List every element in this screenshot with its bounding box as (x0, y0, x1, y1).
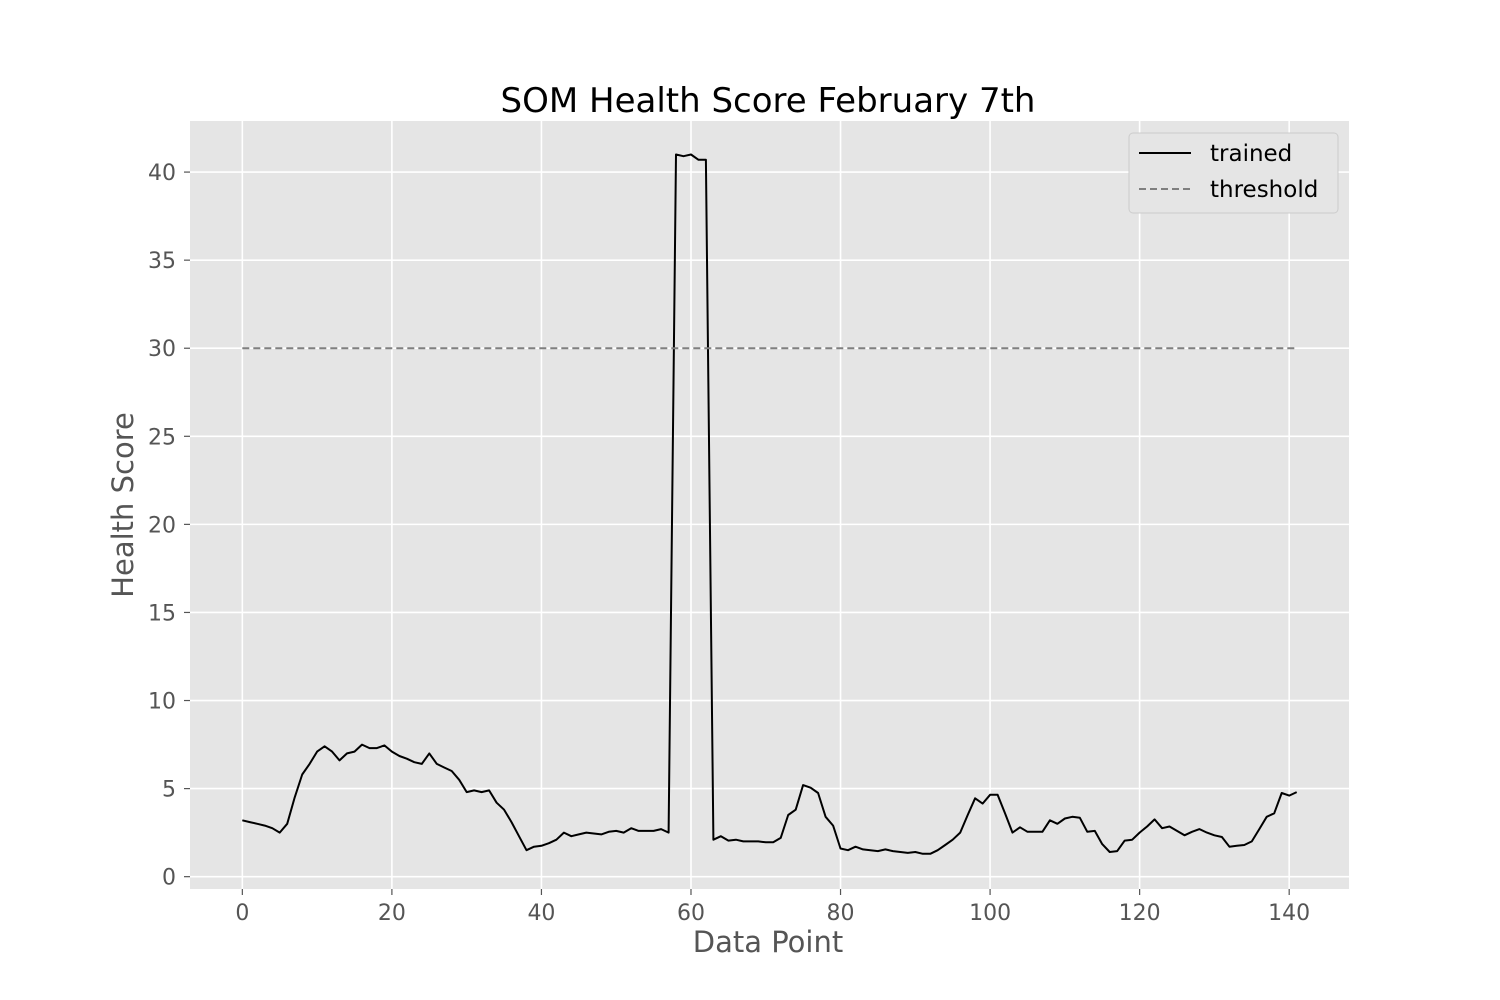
x-tick-label: 140 (1268, 901, 1310, 926)
plot-area (190, 121, 1349, 889)
x-tick-label: 20 (378, 901, 406, 926)
x-tick-label: 80 (827, 901, 855, 926)
y-tick-label: 30 (148, 337, 176, 362)
x-tick-label: 120 (1119, 901, 1161, 926)
y-tick-label: 40 (148, 161, 176, 186)
series-line-trained (242, 153, 1298, 855)
y-tick-label: 35 (148, 249, 176, 274)
legend: trained threshold (1128, 132, 1339, 214)
x-tick-label: 40 (527, 901, 555, 926)
series-layer (242, 153, 1298, 855)
y-tick-label: 0 (162, 866, 176, 891)
chart-title: SOM Health Score February 7th (501, 81, 1036, 121)
y-tick-label: 25 (148, 425, 176, 450)
y-axis-label: Health Score (106, 412, 140, 598)
legend-label-threshold: threshold (1210, 177, 1318, 203)
x-axis-ticks: 0 20 40 60 80 100 120 140 (235, 889, 1310, 926)
x-axis-label: Data Point (693, 925, 843, 959)
legend-label-trained: trained (1210, 141, 1292, 167)
y-tick-label: 20 (148, 513, 176, 538)
y-axis-ticks: 0 5 10 15 20 25 30 35 40 (148, 161, 190, 891)
y-tick-label: 10 (148, 690, 176, 715)
x-tick-label: 0 (235, 901, 249, 926)
x-tick-label: 100 (969, 901, 1011, 926)
y-tick-label: 15 (148, 601, 176, 626)
x-tick-label: 60 (677, 901, 705, 926)
grid-lines (190, 121, 1349, 889)
y-tick-label: 5 (162, 778, 176, 803)
